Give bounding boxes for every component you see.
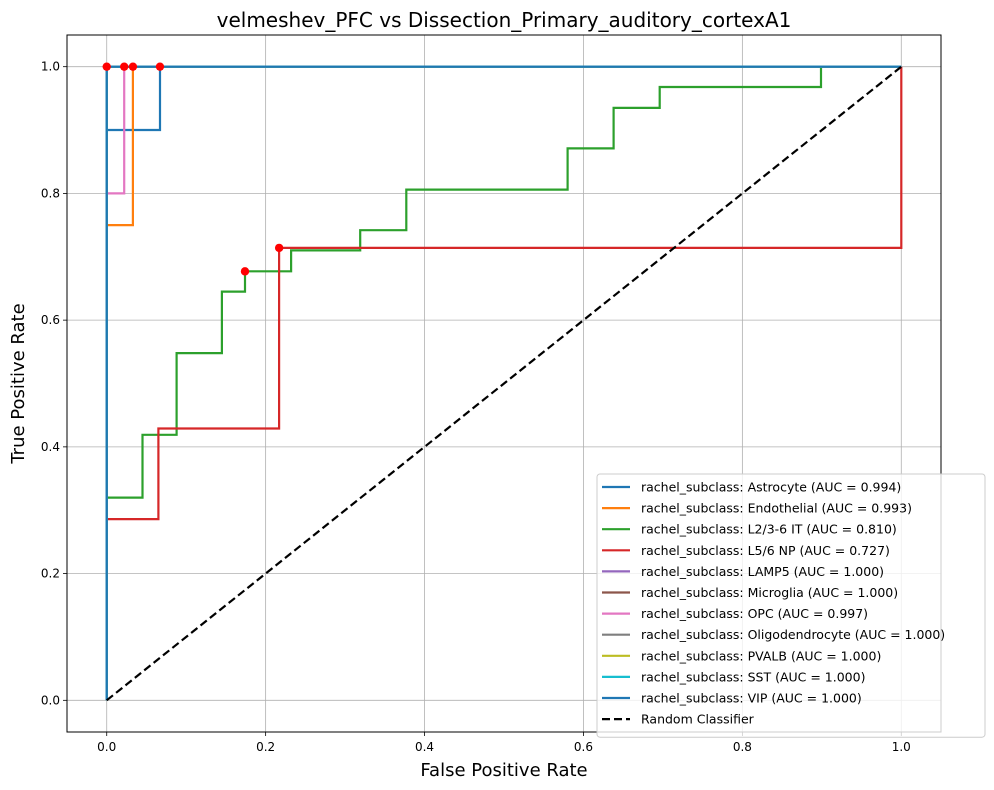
marker-layer [102,62,284,276]
x-tick-label: 0.4 [415,740,434,754]
y-tick-label: 0.8 [41,186,60,200]
chart-title: velmeshev_PFC vs Dissection_Primary_audi… [217,8,792,32]
legend-entry-9: rachel_subclass: SST (AUC = 1.000) [641,669,865,684]
y-tick-label: 0.0 [41,693,60,707]
legend-entry-6: rachel_subclass: OPC (AUC = 0.997) [641,606,868,621]
y-tick-label: 0.6 [41,313,60,327]
x-tick-label: 0.6 [574,740,593,754]
legend-box [596,473,986,738]
threshold-marker [155,62,165,71]
threshold-marker [274,243,284,253]
legend-entry-8: rachel_subclass: PVALB (AUC = 1.000) [641,648,881,663]
legend-entry-3: rachel_subclass: L5/6 NP (AUC = 0.727) [641,543,890,558]
threshold-marker [240,267,250,276]
x-tick-label: 1.0 [892,740,911,754]
x-tick-label: 0.8 [733,740,752,754]
legend-entry-4: rachel_subclass: LAMP5 (AUC = 1.000) [641,564,884,579]
series-line-11 [106,65,902,702]
legend-entry-1: rachel_subclass: Endothelial (AUC = 0.99… [641,501,912,516]
ticks: 0.0 0.2 0.4 0.6 0.8 1.0 0.0 0.2 0.4 0.6 0.8 1.0 [41,60,911,754]
legend-entry-10: rachel_subclass: VIP (AUC = 1.000) [641,691,862,706]
legend-entry-5: rachel_subclass: Microglia (AUC = 1.000) [641,585,898,600]
legend-entry-0: rachel_subclass: Astrocyte (AUC = 0.994) [641,480,901,495]
x-tick-label: 0.0 [97,740,116,754]
legend-entry-7: rachel_subclass: Oligodendrocyte (AUC = … [641,627,945,642]
y-axis-label: True Positive Rate [8,303,29,464]
legend-entry-11: Random Classifier [641,712,755,727]
threshold-marker [128,62,138,71]
legend: rachel_subclass: Astrocyte (AUC = 0.994)… [596,473,986,738]
x-axis-label: False Positive Rate [420,760,587,781]
series-line-3 [105,66,903,701]
legend-entry-2: rachel_subclass: L2/3-6 IT (AUC = 0.810) [641,522,897,537]
x-tick-label: 0.2 [256,740,275,754]
y-tick-label: 0.2 [41,567,60,581]
y-tick-label: 0.4 [41,440,60,454]
grid [67,35,941,732]
y-tick-label: 1.0 [41,60,60,74]
plot-frame [66,34,942,733]
series-line-2 [105,65,902,701]
threshold-marker [102,62,111,71]
threshold-marker [120,62,129,71]
